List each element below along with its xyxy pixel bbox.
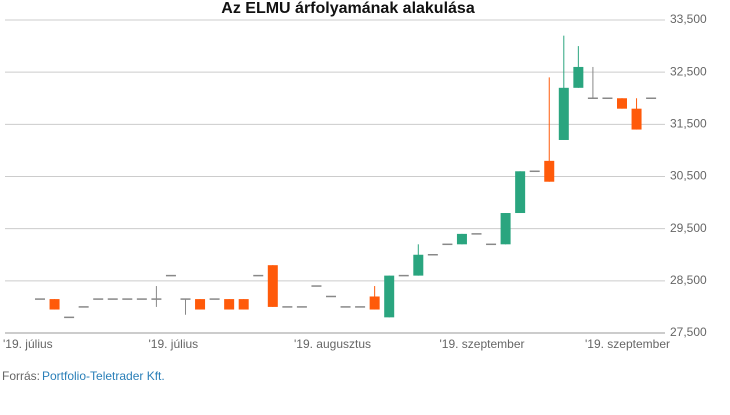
candle-body [267,265,278,307]
candle-body [558,87,569,140]
candle-body [165,274,176,277]
candle-body [64,316,75,319]
candle-body [646,97,657,99]
candle-body [369,296,380,310]
candle-body [544,160,555,182]
candle-body [427,254,438,256]
candle-body [151,298,162,300]
candle-body [631,108,642,130]
candle-body [442,243,453,246]
candle-body [107,298,118,300]
chart-title: Az ELMU árfolyamának alakulása [221,0,475,17]
x-tick-label: '19. augusztus [294,337,371,351]
source-label: Forrás: [2,369,40,383]
y-tick-label: 29,500 [670,221,707,235]
candle-body [195,299,206,310]
candle-body [529,170,540,173]
candle-body [573,66,584,88]
candle-body [617,98,627,109]
x-tick-label: '19. július [3,337,53,351]
candle-body [180,298,191,300]
source-link[interactable]: Portfolio-Teletrader Kft. [42,369,165,383]
candle-body [587,97,598,99]
candle-body [471,233,482,235]
y-tick-label: 30,500 [670,169,707,183]
candle-body [238,299,249,310]
x-tick-label: '19. július [149,337,199,351]
candle-body [78,306,89,308]
candle-body [500,213,511,245]
x-tick-label: '19. szeptember [440,337,525,351]
candle-body [398,274,409,277]
y-tick-label: 31,500 [670,117,707,131]
y-tick-label: 32,500 [670,64,707,78]
y-tick-label: 33,500 [670,12,707,26]
candle-body [340,306,351,308]
candle-body [224,299,235,310]
y-tick-label: 28,500 [670,273,707,287]
candle-body [93,298,104,300]
y-tick-label: 27,500 [670,325,707,339]
candle-body [413,254,424,276]
candle-body [326,295,336,298]
candle-body [136,298,147,300]
candle-body [602,97,613,99]
candle-body [282,306,293,308]
candle-body [253,274,264,277]
candle-body [355,306,366,308]
candle-body [311,285,322,287]
x-tick-label: '19. szeptember [585,337,670,351]
candle-body [35,298,45,300]
candle-body [456,233,467,245]
candle-body [122,298,133,300]
candle-body [384,275,395,318]
candle-body [515,171,526,214]
candle-body [49,299,60,310]
candle-body [486,243,497,246]
candle-body [209,298,220,300]
candle-body [296,306,307,308]
